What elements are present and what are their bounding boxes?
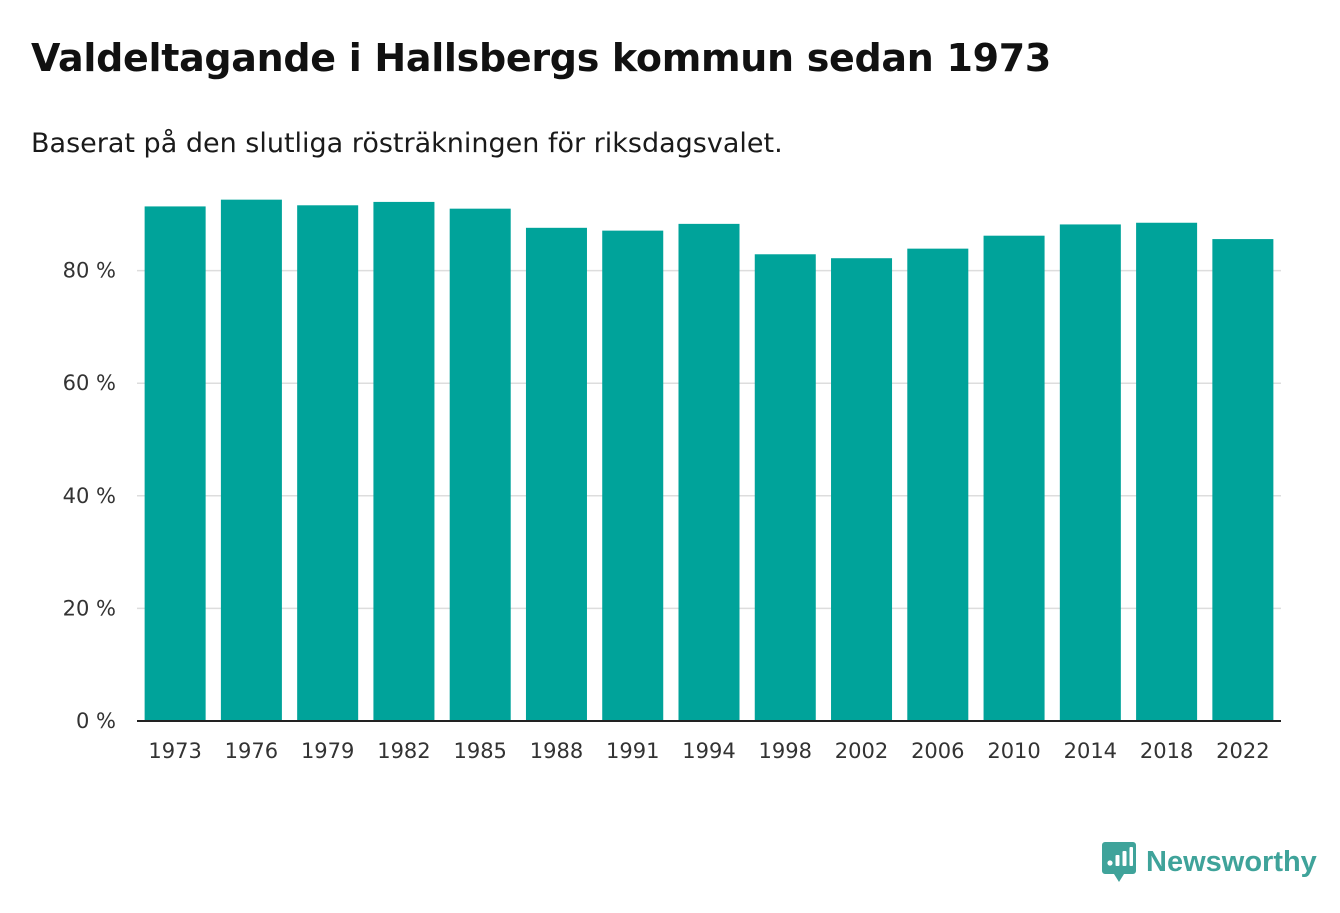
brand-footer[interactable]: Newsworthy [1102, 842, 1317, 882]
x-tick-label: 2022 [1216, 739, 1269, 763]
y-tick-label: 20 % [63, 596, 116, 620]
y-tick-label: 80 % [63, 259, 116, 283]
x-tick-label: 1991 [606, 739, 659, 763]
y-tick-label: 40 % [63, 484, 116, 508]
newsworthy-logo-icon [1102, 842, 1136, 882]
chart-title: Valdeltagande i Hallsbergs kommun sedan … [31, 36, 1051, 80]
x-tick-label: 2014 [1064, 739, 1117, 763]
x-tick-label: 2002 [835, 739, 888, 763]
bar-1988[interactable] [525, 227, 587, 721]
bar-1991[interactable] [602, 230, 664, 721]
bar-1982[interactable] [373, 201, 435, 721]
bar-1976[interactable] [220, 199, 282, 722]
x-tick-label: 2010 [987, 739, 1040, 763]
x-tick-label: 2018 [1140, 739, 1193, 763]
y-axis: 0 % 20 % 40 % 60 % 80 % [63, 259, 116, 733]
y-tick-label: 60 % [63, 371, 116, 395]
x-tick-label: 1973 [148, 739, 201, 763]
bar-1994[interactable] [678, 223, 740, 721]
x-tick-label: 1982 [377, 739, 430, 763]
bar-2006[interactable] [907, 248, 969, 721]
bar-1985[interactable] [449, 208, 511, 722]
x-tick-label: 1988 [530, 739, 583, 763]
bar-1973[interactable] [144, 206, 206, 722]
bar-2002[interactable] [831, 258, 893, 721]
x-axis: 1973 1976 1979 1982 1985 1988 1991 1994 1998 2002… [148, 739, 1269, 763]
x-tick-label: 1998 [759, 739, 812, 763]
y-tick-label: 0 % [76, 709, 116, 733]
bar-2018[interactable] [1136, 222, 1198, 721]
bar-1979[interactable] [297, 205, 359, 722]
brand-name: Newsworthy [1146, 845, 1317, 878]
bar-2014[interactable] [1059, 224, 1121, 721]
bar-1998[interactable] [754, 254, 816, 721]
bar-2022[interactable] [1212, 239, 1274, 721]
chart-subtitle: Baserat på den slutliga rösträkningen fö… [31, 128, 783, 159]
bars [144, 199, 1274, 722]
x-tick-label: 2006 [911, 739, 964, 763]
x-tick-label: 1979 [301, 739, 354, 763]
x-tick-label: 1994 [682, 739, 735, 763]
x-tick-label: 1976 [225, 739, 278, 763]
bar-2010[interactable] [983, 235, 1045, 721]
x-tick-label: 1985 [453, 739, 506, 763]
